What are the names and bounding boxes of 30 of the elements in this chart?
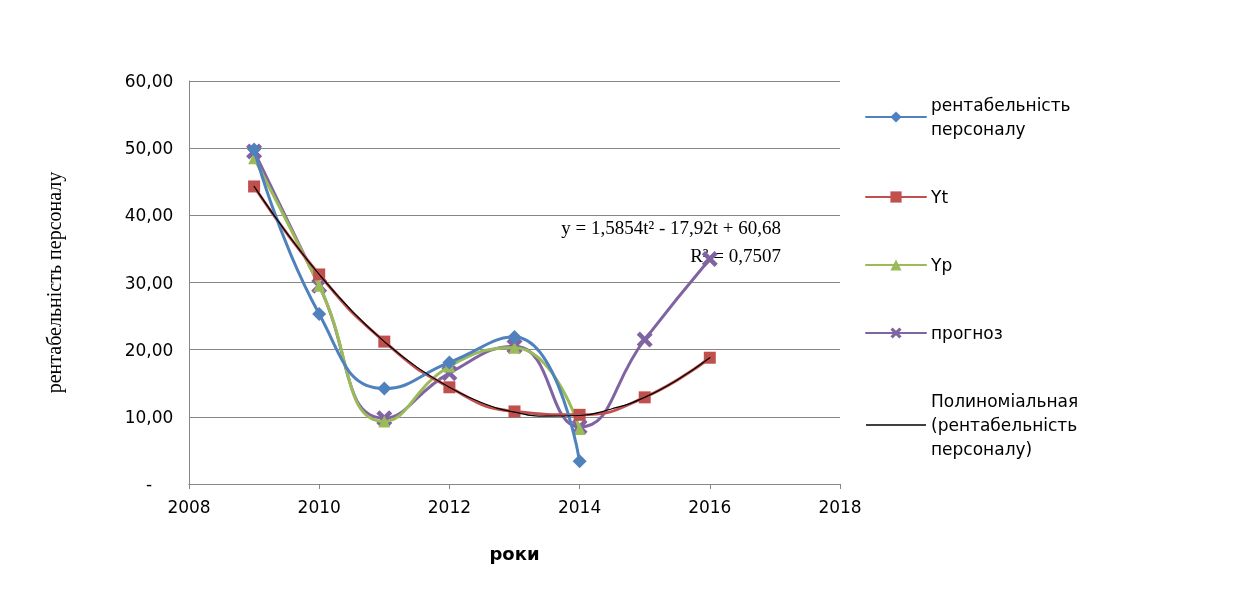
point bbox=[572, 454, 587, 469]
x-tick-label: 2012 bbox=[427, 496, 472, 517]
y-tick-label: 60,00 bbox=[124, 71, 174, 91]
point bbox=[636, 331, 653, 348]
legend-label: Yt bbox=[930, 187, 949, 207]
x-tick-label: 2008 bbox=[167, 496, 211, 517]
legend-label: рентабельність персоналу bbox=[931, 95, 1077, 139]
x-tick-label: 2014 bbox=[557, 496, 602, 517]
x-tick-label: 2010 bbox=[297, 496, 341, 517]
point bbox=[312, 307, 327, 322]
y-tick-label: 10,00 bbox=[124, 406, 174, 427]
point bbox=[507, 329, 522, 344]
point bbox=[377, 381, 392, 396]
y-tick-label: 50,00 bbox=[124, 138, 174, 159]
x-axis-title: роки bbox=[489, 542, 540, 564]
legend-label: прогноз bbox=[931, 323, 1003, 343]
y-tick-label: 30,00 bbox=[124, 272, 174, 293]
annotation: y = 1,5854t² - 17,92t + 60,68 bbox=[561, 217, 781, 238]
y-tick-label: 40,00 bbox=[124, 205, 174, 226]
y-axis-title: рентабельність персоналу bbox=[43, 171, 66, 394]
legend-label: Yp bbox=[930, 255, 953, 275]
x-tick-label: 2016 bbox=[688, 496, 732, 517]
x-tick-label: 2018 bbox=[818, 496, 862, 517]
y-tick-label: 20,00 bbox=[124, 339, 174, 360]
point bbox=[248, 180, 261, 193]
point bbox=[378, 415, 391, 428]
point bbox=[442, 355, 457, 370]
legend-label: Полиноміальная (рентабельність персоналу) bbox=[931, 391, 1084, 459]
point bbox=[703, 351, 716, 364]
y-tick-label: - bbox=[145, 474, 153, 494]
